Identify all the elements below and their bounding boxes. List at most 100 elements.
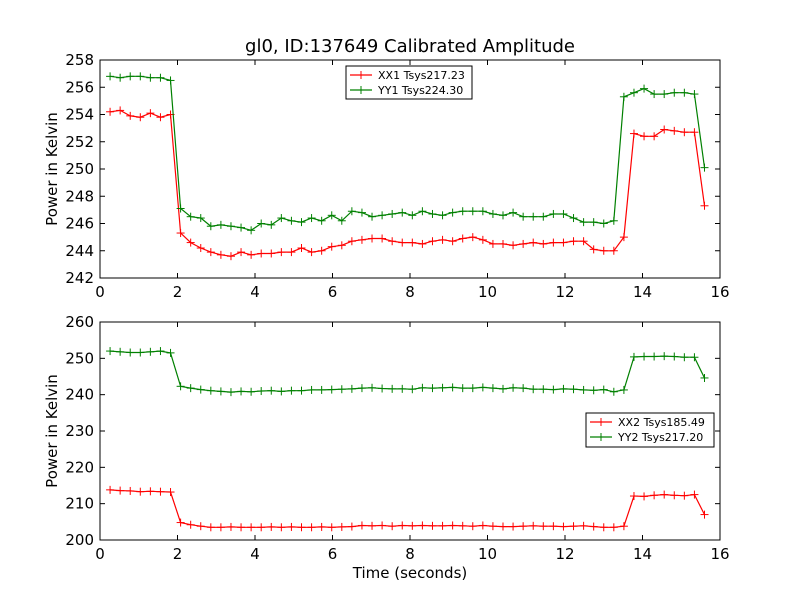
data-point	[226, 252, 235, 261]
data-point	[368, 383, 377, 392]
x-axis: 0 2 4 6 8 10 12 14 16	[95, 322, 730, 563]
data-point	[287, 248, 296, 257]
data-point	[660, 352, 669, 361]
data-point	[196, 385, 205, 394]
data-point	[398, 208, 407, 217]
y-tick-label: 244	[65, 242, 94, 260]
data-point	[499, 239, 507, 248]
data-point	[408, 521, 417, 530]
data-point	[287, 386, 296, 395]
data-point	[428, 237, 437, 246]
data-point	[468, 207, 477, 216]
data-point	[317, 246, 326, 255]
data-point	[277, 214, 286, 223]
data-point	[529, 521, 538, 530]
data-point	[478, 235, 487, 244]
data-point	[619, 92, 628, 101]
data-point	[368, 234, 377, 243]
data-point	[559, 238, 568, 247]
data-point	[307, 385, 316, 394]
x-tick-label: 6	[328, 283, 338, 301]
data-point	[277, 248, 286, 257]
data-point	[368, 521, 377, 530]
data-point	[589, 245, 598, 254]
data-point	[327, 211, 336, 220]
x-tick-label: 12	[555, 283, 574, 301]
data-point	[650, 90, 659, 99]
legend-label: XX2 Tsys185.49	[618, 416, 705, 429]
data-point	[166, 488, 175, 497]
data-point	[186, 384, 195, 393]
data-point	[670, 88, 679, 97]
series-1	[106, 485, 709, 532]
data-point	[680, 353, 689, 362]
y-tick-label: 230	[65, 422, 94, 440]
x-tick-label: 10	[478, 283, 497, 301]
data-point	[186, 520, 195, 529]
data-point	[136, 348, 145, 357]
data-point	[428, 384, 437, 393]
x-tick-label: 14	[633, 283, 652, 301]
data-point	[267, 220, 276, 229]
y-tick-label: 246	[65, 215, 94, 233]
x-axis-label: Time (seconds)	[352, 564, 468, 582]
y-tick-label: 258	[65, 51, 94, 69]
x-tick-label: 14	[633, 545, 652, 563]
y-tick-label: 242	[65, 269, 94, 287]
data-point	[337, 216, 346, 225]
data-point	[438, 521, 447, 530]
data-point	[136, 487, 145, 496]
data-point	[156, 487, 165, 496]
y-tick-label: 252	[65, 133, 94, 151]
data-point	[549, 209, 558, 218]
data-point	[116, 486, 125, 495]
data-point	[277, 523, 286, 532]
data-point	[418, 207, 427, 216]
y-tick-label: 200	[65, 531, 94, 549]
data-point	[629, 492, 638, 501]
data-point	[529, 212, 538, 221]
data-point	[216, 250, 225, 259]
data-point	[347, 384, 356, 393]
y-axis-label: Power in Kelvin	[43, 374, 61, 488]
data-point	[569, 237, 578, 246]
data-point	[297, 218, 306, 227]
data-point	[529, 238, 538, 247]
data-point	[357, 235, 366, 244]
data-point	[156, 73, 165, 82]
data-point	[146, 73, 155, 82]
x-tick-label: 4	[250, 283, 260, 301]
data-point	[700, 510, 709, 519]
subplot-2: 0 2 4 6 8 10 12 14 16 200 210 220 230 240 250 260 Power …	[43, 313, 730, 563]
data-point	[640, 352, 649, 361]
data-point	[257, 249, 266, 258]
data-point	[650, 352, 659, 361]
data-point	[448, 521, 457, 530]
data-point	[549, 238, 558, 247]
data-point	[176, 229, 185, 238]
data-point	[418, 521, 427, 530]
x-tick-label: 4	[250, 545, 260, 563]
y-tick-label: 240	[65, 386, 94, 404]
legend-entry: YY2 Tsys217.20	[590, 431, 703, 444]
data-point	[247, 387, 256, 396]
data-point	[438, 211, 447, 220]
data-point	[458, 521, 467, 530]
data-point	[609, 216, 618, 225]
data-point	[660, 125, 669, 134]
data-point	[327, 523, 336, 532]
data-point	[448, 208, 457, 217]
data-point	[468, 522, 477, 531]
x-tick-label: 6	[328, 545, 338, 563]
legend-label: YY2 Tsys217.20	[617, 431, 703, 444]
x-axis: 0 2 4 6 8 10 12 14 16	[95, 60, 730, 301]
data-point	[398, 238, 407, 247]
data-point	[106, 107, 115, 116]
data-point	[539, 522, 548, 531]
data-point	[589, 386, 598, 395]
data-point	[307, 248, 316, 257]
data-point	[116, 347, 125, 356]
data-point	[126, 72, 135, 81]
data-point	[670, 352, 679, 361]
data-point	[237, 523, 246, 532]
